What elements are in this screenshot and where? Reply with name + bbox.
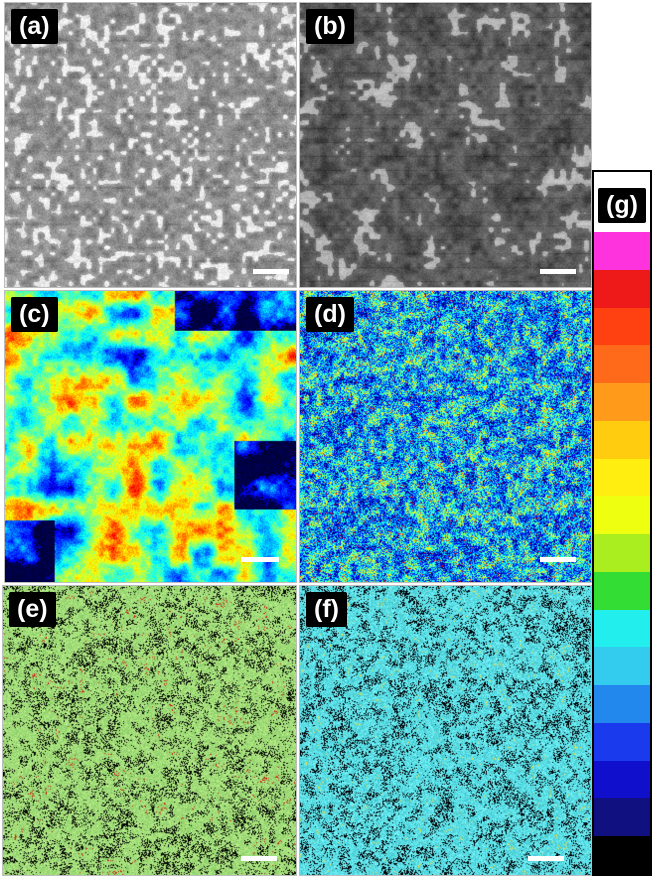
scale-bar-b: [540, 269, 576, 274]
panel-d-label: (d): [306, 297, 354, 332]
color-stripes: [594, 232, 650, 874]
panel-c-label: (c): [11, 297, 58, 332]
sem-image-b: [300, 3, 591, 287]
map-image-f: [300, 586, 591, 875]
map-image-d: [300, 291, 591, 582]
panel-b-label: (b): [306, 9, 354, 44]
color-stripe-8: [594, 534, 650, 572]
color-stripe-7: [594, 496, 650, 534]
map-image-c: [5, 291, 296, 582]
color-stripe-3: [594, 345, 650, 383]
scale-bar-c: [241, 557, 279, 562]
scale-bar-d: [540, 557, 576, 562]
panel-a: (a): [4, 2, 297, 288]
sem-image-a: [5, 3, 296, 287]
panel-c: (c): [4, 290, 297, 583]
colorbar-label: (g): [598, 188, 646, 223]
panel-d: (d): [299, 290, 592, 583]
panel-e: (e): [2, 585, 297, 876]
color-stripe-0: [594, 232, 650, 270]
color-stripe-15: [594, 798, 650, 836]
color-stripe-9: [594, 571, 650, 610]
scale-bar-e: [241, 856, 277, 861]
color-stripe-16: [594, 836, 650, 874]
panel-a-label: (a): [11, 9, 58, 44]
color-stripe-5: [594, 420, 650, 459]
panel-b: (b): [299, 2, 592, 288]
map-image-e: [3, 586, 296, 875]
color-stripe-1: [594, 269, 650, 308]
color-stripe-12: [594, 685, 650, 723]
scale-bar-a: [253, 269, 289, 274]
color-scale-bar: (g): [592, 170, 652, 876]
color-stripe-10: [594, 609, 650, 648]
color-stripe-13: [594, 722, 650, 761]
color-stripe-2: [594, 307, 650, 346]
color-stripe-6: [594, 458, 650, 497]
color-stripe-14: [594, 760, 650, 799]
panel-f: (f): [299, 585, 592, 876]
color-stripe-4: [594, 383, 650, 421]
panel-f-label: (f): [306, 592, 347, 627]
scale-bar-f: [528, 856, 564, 861]
panel-e-label: (e): [9, 592, 56, 627]
color-stripe-11: [594, 647, 650, 685]
